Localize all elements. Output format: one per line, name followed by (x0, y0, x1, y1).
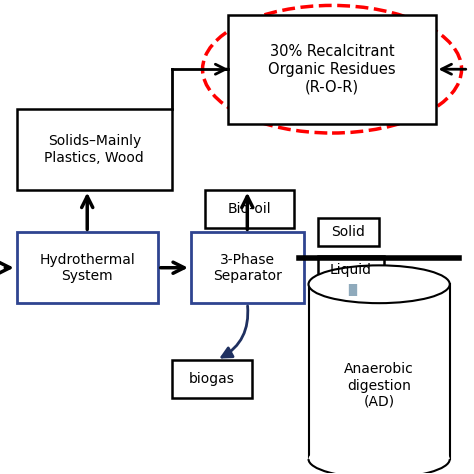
Bar (191, 232, 304, 303)
Bar (318, 218, 379, 246)
Bar (228, 15, 436, 124)
Bar (17, 109, 172, 190)
Text: 30% Recalcitrant
Organic Residues
(R-O-R): 30% Recalcitrant Organic Residues (R-O-R… (268, 45, 396, 94)
Ellipse shape (309, 440, 450, 474)
Bar (318, 256, 384, 284)
Text: Bio-oil: Bio-oil (228, 201, 272, 216)
Text: Solid: Solid (332, 225, 365, 239)
Text: Anaerobic
digestion
(AD): Anaerobic digestion (AD) (344, 363, 414, 409)
Bar (172, 360, 252, 398)
Bar (309, 284, 450, 459)
Bar (17, 232, 158, 303)
Text: Solids–Mainly
Plastics, Wood: Solids–Mainly Plastics, Wood (45, 135, 144, 164)
Text: Liquid: Liquid (330, 263, 372, 277)
Bar (205, 190, 294, 228)
Ellipse shape (309, 265, 450, 303)
Text: 3-Phase
Separator: 3-Phase Separator (213, 253, 282, 283)
Text: biogas: biogas (189, 372, 235, 386)
Text: Hydrothermal
System: Hydrothermal System (39, 253, 135, 283)
FancyArrowPatch shape (222, 306, 248, 357)
